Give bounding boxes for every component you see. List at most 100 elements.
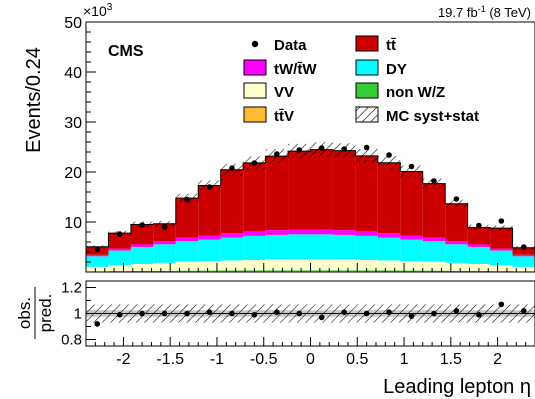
ratio-point-13	[386, 309, 392, 316]
ratio-point-19	[520, 308, 527, 314]
x-tick-label: 1	[400, 351, 409, 368]
legend-entry-0: Data	[251, 37, 307, 54]
bar-VV-bin-8	[265, 259, 289, 271]
ratio-point-17	[476, 312, 482, 318]
x-tick-label: 0.5	[346, 351, 368, 368]
bar-VV-bin-10	[310, 259, 333, 271]
bar-VV-bin-11	[332, 259, 356, 271]
data-point-15	[431, 178, 437, 184]
bar-tt-bin-13	[377, 162, 401, 234]
bar-VV-bin-7	[243, 259, 266, 271]
bar-tWtW-bin-15	[422, 237, 446, 242]
bar-nonWZ-bin-6	[220, 270, 244, 272]
y-axis-label: Events/0.24	[23, 47, 45, 153]
ratio-point-5	[206, 309, 213, 316]
bar-VV-bin-6	[220, 260, 244, 271]
data-point-6	[229, 165, 235, 171]
bar-tWtW-bin-6	[220, 233, 244, 238]
stack-outline	[86, 149, 535, 249]
data-point-11	[341, 146, 347, 152]
ratio-point-3	[161, 310, 168, 317]
x-tick-label: -1.5	[156, 351, 184, 368]
data-point-0	[94, 246, 101, 253]
legend-swatch	[355, 82, 379, 99]
ratio-point-1	[116, 312, 123, 318]
data-point-10	[318, 145, 325, 151]
bar-DY-bin-10	[310, 234, 333, 260]
bar-tWtW-bin-10	[310, 229, 333, 235]
bar-tt-bin-3	[153, 223, 176, 242]
legend-swatch	[243, 82, 267, 99]
bar-tt-bin-2	[130, 224, 154, 245]
y-tick-label: 30	[64, 115, 82, 132]
bar-nonWZ-bin-13	[377, 270, 401, 272]
bar-DY-bin-11	[332, 234, 356, 260]
data-point-4	[184, 196, 190, 203]
bar-tWtW-bin-7	[243, 231, 266, 236]
bar-nonWZ-bin-3	[153, 270, 176, 272]
ratio-point-10	[318, 314, 325, 321]
bar-tt-bin-14	[400, 171, 423, 236]
data-point-7	[251, 160, 258, 166]
bar-tWtW-bin-0	[86, 254, 109, 257]
legend-swatch	[243, 106, 267, 123]
bar-DY-bin-12	[355, 235, 378, 260]
bar-DY-bin-18	[490, 250, 513, 266]
bar-VV-bin-0	[86, 266, 109, 272]
ratio-point-9	[296, 310, 303, 317]
bar-tWtW-bin-17	[467, 244, 491, 247]
bar-tWtW-bin-1	[108, 248, 131, 251]
legend-label: tt̄	[386, 37, 396, 54]
ratio-point-14	[408, 313, 415, 319]
bar-tt-bin-9	[288, 151, 311, 230]
bar-DY-bin-9	[288, 234, 311, 260]
ratio-point-15	[431, 310, 437, 317]
bar-VV-bin-1	[108, 265, 131, 272]
ratio-point-18	[498, 301, 505, 308]
x-axis-label: Leading lepton η	[383, 376, 531, 398]
bar-DY-bin-5	[198, 239, 221, 262]
legend-entry-3: DY	[355, 59, 407, 78]
bar-tWtW-bin-4	[175, 237, 199, 242]
legend-swatch	[355, 106, 379, 123]
ratio-panel: 0.8 1 1.2 -2 -1.5 -1 -0.5 0 0.5 1 1.5 2	[61, 280, 535, 368]
data-point-12	[363, 144, 370, 151]
ratio-y-tick-label: 1	[74, 306, 82, 323]
bar-tt-bin-11	[332, 150, 356, 231]
x-tick-label: -2	[116, 351, 130, 368]
data-point-9	[296, 147, 303, 153]
legend-swatch	[355, 35, 379, 52]
x-tick-label: -0.5	[250, 351, 278, 368]
data-point-2	[139, 222, 145, 228]
y-tick-label: 40	[64, 65, 82, 82]
bar-tWtW-bin-14	[400, 235, 423, 240]
bar-tt-bin-17	[467, 227, 491, 245]
bar-VV-bin-18	[490, 265, 513, 272]
data-point-14	[408, 163, 415, 170]
data-point-5	[206, 184, 213, 190]
bar-tt-bin-4	[175, 198, 199, 238]
bar-DY-bin-0	[86, 256, 109, 267]
bar-nonWZ-bin-14	[400, 270, 423, 272]
ratio-point-11	[341, 309, 347, 316]
data-point-8	[274, 151, 280, 157]
bar-DY-bin-17	[467, 246, 491, 264]
bar-tt-bin-7	[243, 162, 266, 232]
bar-nonWZ-bin-15	[422, 270, 446, 272]
bar-tt-bin-8	[265, 156, 289, 231]
ratio-point-12	[363, 310, 370, 317]
bar-nonWZ-bin-10	[310, 270, 333, 272]
bar-tt-bin-6	[220, 169, 244, 234]
bar-VV-bin-17	[467, 263, 491, 271]
bar-nonWZ-bin-18	[490, 271, 513, 272]
legend-label: non W/Z	[386, 84, 445, 101]
ratio-point-6	[229, 310, 235, 317]
legend-label: tt̄V	[274, 108, 294, 125]
ratio-point-0	[94, 321, 101, 327]
ratio-point-2	[139, 310, 145, 317]
bar-tWtW-bin-9	[288, 229, 311, 235]
bar-DY-bin-15	[422, 241, 446, 262]
data-point-16	[453, 196, 460, 202]
legend-entry-6: tt̄V	[243, 106, 294, 125]
